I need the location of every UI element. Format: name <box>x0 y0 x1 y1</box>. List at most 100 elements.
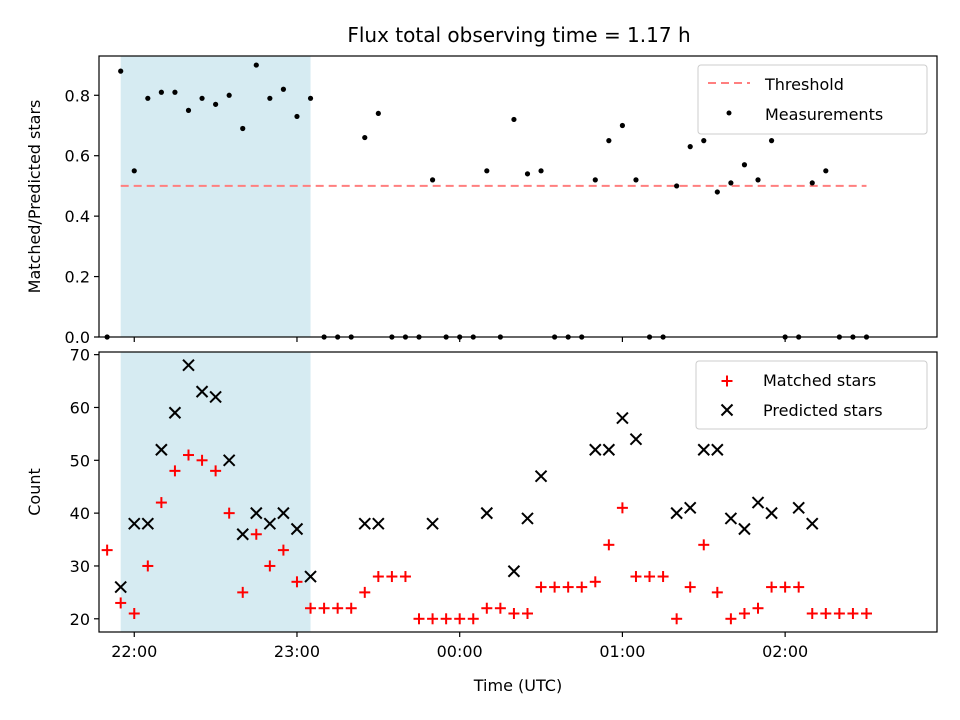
matched-star-point <box>860 608 872 620</box>
matched-star-point <box>359 586 371 598</box>
matched-star-point <box>684 581 696 593</box>
bottom-y-axis-label: Count <box>25 468 44 516</box>
predicted-star-point <box>290 522 304 536</box>
matched-star-point <box>806 608 818 620</box>
matched-star-point <box>603 539 615 551</box>
measurement-point <box>484 168 490 174</box>
matched-star-point <box>752 602 764 614</box>
matched-star-point <box>562 581 574 593</box>
matched-star-point <box>738 608 750 620</box>
measurement-point <box>823 168 829 174</box>
matched-star-point <box>386 571 398 583</box>
measurement-point <box>307 95 314 101</box>
x-tick-label: 22:00 <box>111 642 157 661</box>
top-legend: Threshold Measurements <box>697 64 928 135</box>
matched-star-point <box>142 560 154 572</box>
measurement-point <box>226 92 232 98</box>
predicted-star-point <box>263 517 277 530</box>
matched-star-point <box>657 571 669 583</box>
predicted-star-point <box>616 411 629 425</box>
matched-star-point <box>223 507 235 519</box>
predicted-stars-series <box>114 359 819 594</box>
predicted-star-point <box>792 501 805 515</box>
matched-star-point <box>779 581 791 593</box>
matched-star-point <box>264 560 276 572</box>
matched-star-point <box>305 602 317 614</box>
predicted-star-point <box>507 565 521 578</box>
measurement-point <box>294 113 300 120</box>
legend-measurements-label: Measurements <box>765 105 883 124</box>
predicted-star-point <box>277 506 290 520</box>
matched-star-point <box>508 608 520 620</box>
measurement-point <box>524 171 531 177</box>
predicted-star-point <box>724 512 738 525</box>
y-tick-label: 50 <box>70 451 90 470</box>
matched-star-point <box>454 613 466 625</box>
matched-star-point <box>155 497 167 509</box>
matched-star-point <box>128 608 140 620</box>
matched-star-point <box>576 581 588 593</box>
matched-star-point <box>535 581 547 593</box>
measurement-point <box>145 95 151 101</box>
legend-matched-label: Matched stars <box>763 371 876 390</box>
matched-star-point <box>277 544 289 556</box>
predicted-star-point <box>806 517 819 530</box>
top-panel: 0.00.20.40.60.8 Matched/Predicted stars … <box>25 55 938 347</box>
measurement-point <box>741 162 748 168</box>
matched-star-point <box>237 586 249 598</box>
matched-star-point <box>481 602 493 614</box>
measurement-point <box>185 107 192 113</box>
top-plot-frame <box>98 55 938 338</box>
predicted-star-point <box>304 570 317 583</box>
matched-star-point <box>671 613 683 625</box>
matched-stars-series <box>101 449 872 625</box>
matched-star-point <box>589 576 601 588</box>
measurement-point <box>714 189 720 195</box>
measurement-point <box>633 177 639 183</box>
matched-star-point <box>467 613 479 625</box>
measurement-point <box>687 144 693 150</box>
matched-star-point <box>820 608 832 620</box>
matched-star-point <box>630 571 642 583</box>
measurement-point <box>267 95 273 101</box>
matched-star-point <box>644 571 656 583</box>
predicted-star-point <box>534 469 548 483</box>
matched-star-point <box>440 613 452 625</box>
matched-star-point <box>698 539 710 551</box>
predicted-star-point <box>168 406 182 419</box>
y-tick-label: 0.2 <box>65 268 90 287</box>
measurement-point <box>131 168 137 174</box>
predicted-star-point <box>720 403 734 417</box>
bottom-plot-frame <box>98 351 938 633</box>
matched-star-point <box>332 602 344 614</box>
measurement-point <box>755 177 761 183</box>
matched-star-point <box>182 449 194 461</box>
chart-title: Flux total observing time = 1.17 h <box>347 23 690 47</box>
measurement-point <box>213 101 219 107</box>
matched-star-point <box>169 465 181 477</box>
predicted-star-point <box>480 506 494 520</box>
measurement-point <box>429 177 436 183</box>
observing-window-shade-bottom <box>120 352 311 632</box>
predicted-star-point <box>372 517 385 530</box>
predicted-star-point <box>141 517 155 530</box>
predicted-star-point <box>155 443 168 456</box>
y-tick-label: 0.4 <box>65 207 90 226</box>
predicted-star-point <box>521 512 534 525</box>
predicted-star-point <box>684 501 697 515</box>
matched-star-point <box>115 597 127 609</box>
matched-star-point <box>711 586 723 598</box>
predicted-star-point <box>114 580 127 594</box>
bottom-panel: 20 30 40 50 60 70 22:00 23:00 00:00 01:00 02:00 C… <box>25 346 938 695</box>
y-tick-label: 70 <box>70 346 90 365</box>
matched-star-point <box>250 528 262 540</box>
matched-star-point <box>399 571 411 583</box>
predicted-star-point <box>182 359 195 372</box>
bottom-legend: Matched stars Predicted stars <box>695 360 928 430</box>
legend-threshold-label: Threshold <box>764 75 844 94</box>
predicted-star-point <box>751 496 765 509</box>
measurement-point <box>606 138 612 144</box>
x-tick-label: 01:00 <box>599 642 645 661</box>
matched-star-point <box>725 613 737 625</box>
